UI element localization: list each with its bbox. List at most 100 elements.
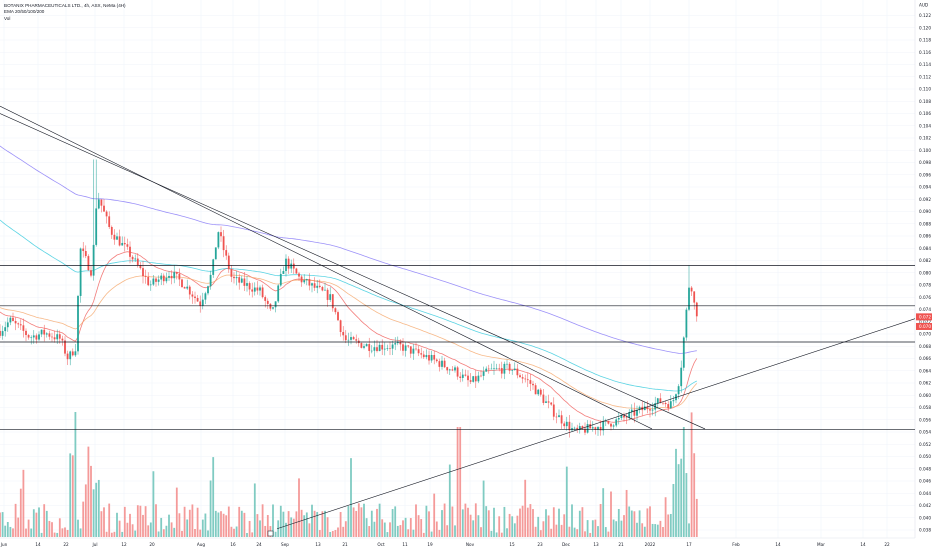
candle (19, 319, 22, 331)
candle (6, 317, 9, 332)
volume-bar (207, 530, 209, 537)
time-tick-label: 16 (230, 542, 236, 547)
volume-bar (532, 509, 534, 537)
time-tick-label: Jun (0, 542, 8, 547)
volume-bar (113, 531, 116, 537)
volume-bar (695, 498, 698, 537)
candle (438, 358, 441, 372)
candle (123, 236, 126, 252)
price-tick-label: 0.116 (919, 50, 931, 55)
volume-bar (274, 531, 277, 537)
candle (542, 389, 545, 406)
volume-bar (446, 525, 449, 537)
candle (511, 369, 514, 375)
candle (428, 350, 430, 365)
candle (277, 284, 280, 303)
volume-bar (412, 529, 415, 537)
time-tick-label: Nov (466, 542, 475, 547)
candle (129, 241, 131, 264)
volume-bar (519, 508, 521, 537)
candle (389, 341, 391, 356)
time-tick-label: 13 (593, 542, 599, 547)
candle (337, 310, 339, 321)
volume-bar (534, 526, 537, 537)
candle (51, 332, 53, 342)
candle (4, 321, 7, 337)
candle (456, 365, 459, 380)
price-tick-label: 0.038 (919, 528, 931, 533)
volume-bar (409, 518, 412, 537)
legend-vol: Vol (4, 15, 11, 21)
candle (235, 270, 238, 286)
volume-bar (77, 519, 79, 537)
volume-bar (256, 514, 259, 537)
candle (469, 373, 472, 384)
candle (0, 324, 1, 338)
trend-line[interactable] (0, 105, 653, 430)
volume-bar (529, 504, 532, 537)
candle (222, 229, 225, 258)
volume-bar (305, 512, 308, 537)
volume-bar (500, 532, 503, 537)
candle (53, 330, 56, 343)
volume-bar (641, 523, 644, 537)
volume-bar (477, 515, 480, 537)
volume-bar (251, 532, 254, 537)
time-tick-label: 19 (427, 542, 433, 547)
volume-bar (266, 515, 269, 537)
price-tick-label: 0.066 (919, 356, 931, 361)
volume-bar (334, 529, 337, 537)
volume-bar (425, 505, 428, 537)
candle (521, 373, 524, 384)
volume-bar (474, 503, 477, 537)
time-axis[interactable]: Jun 14 22 Jul 12 20 Aug 16 24 Sep 13 21 Oct 11 19 Nov 15… (0, 537, 915, 547)
trend-line[interactable] (276, 318, 916, 530)
price-tick-label: 0.060 (919, 393, 931, 398)
candle (344, 330, 347, 344)
candle (529, 373, 532, 392)
candle (688, 265, 690, 312)
volume-bar (149, 522, 152, 537)
candle (485, 366, 488, 372)
horizontal-levels[interactable] (0, 265, 915, 430)
candle (368, 337, 371, 358)
trend-lines[interactable] (0, 105, 916, 530)
candle (251, 282, 254, 298)
candle (266, 298, 269, 309)
candle (71, 348, 74, 357)
candle (194, 291, 196, 304)
volume-bar (79, 528, 82, 537)
volume-bar (662, 527, 664, 537)
volume-bar (495, 532, 498, 537)
candle (607, 420, 610, 425)
volume-bar (355, 510, 358, 537)
volume-bar (238, 506, 241, 537)
candle (248, 281, 251, 296)
event-marker-icon[interactable] (267, 530, 274, 537)
volume-bar (381, 519, 384, 537)
candle (12, 312, 14, 322)
volume-bar (428, 511, 430, 537)
volume-bar (199, 529, 202, 537)
volume-bar (92, 489, 95, 537)
volume-bar (407, 529, 410, 537)
volume-bar (329, 531, 332, 537)
volume-bar (487, 510, 490, 537)
price-axis[interactable]: AUD 0.122 0.120 0.118 0.116 0.114 0.112 0.110 0.… (914, 0, 931, 538)
candle (279, 268, 282, 287)
volume-bar (441, 510, 443, 537)
candle (690, 286, 693, 297)
candle (693, 291, 696, 310)
time-tick-label: 14 (35, 542, 41, 547)
volume-bar (123, 506, 126, 537)
candle (495, 363, 498, 370)
candle (178, 268, 181, 287)
volume-bar (602, 488, 605, 537)
volume-bar (467, 507, 469, 537)
trend-line[interactable] (0, 113, 706, 430)
price-tick-label: 0.084 (919, 246, 931, 251)
candle (610, 423, 612, 431)
candle (227, 252, 230, 273)
volume-bar (581, 507, 584, 537)
